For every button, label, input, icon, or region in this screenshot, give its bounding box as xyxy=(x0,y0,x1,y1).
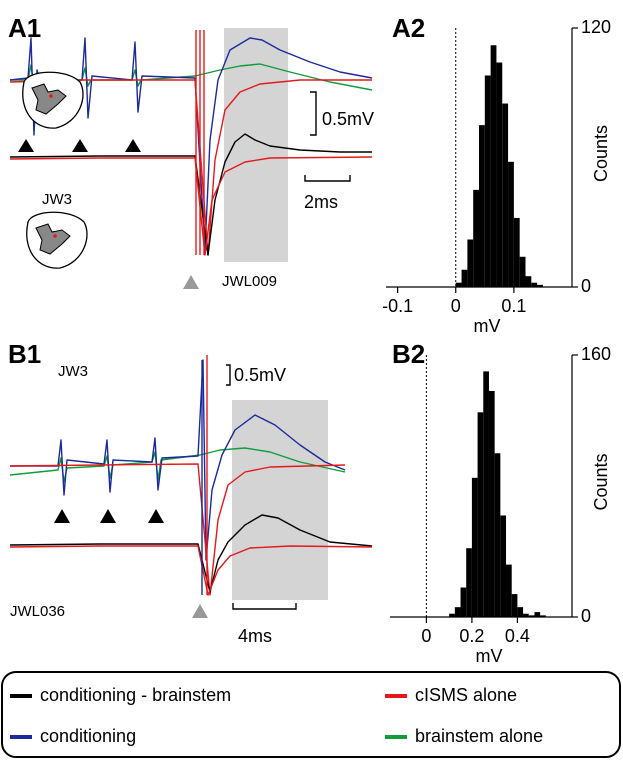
bar xyxy=(537,284,543,287)
bar xyxy=(466,548,472,617)
y-axis-label: Counts xyxy=(591,453,611,510)
bar xyxy=(484,75,491,287)
stim-markers xyxy=(18,139,141,152)
bar xyxy=(477,412,484,617)
scale-label: 0.5mV xyxy=(322,109,374,129)
bar xyxy=(455,282,462,287)
y-tick-label: 160 xyxy=(581,344,611,364)
bar xyxy=(534,612,541,617)
bar xyxy=(528,615,535,617)
traces-b1 xyxy=(9,355,373,596)
y-axis-label: Counts xyxy=(591,125,611,182)
cord-icon xyxy=(22,71,84,129)
bar xyxy=(494,453,501,617)
bar xyxy=(483,371,489,617)
bar xyxy=(496,62,503,288)
bar xyxy=(511,594,518,617)
bar xyxy=(461,269,468,287)
bar xyxy=(506,564,512,617)
scale-bar xyxy=(310,91,317,136)
x-tick-label: 0.2 xyxy=(459,626,484,646)
bar xyxy=(473,189,479,287)
trace xyxy=(9,514,373,593)
x-tick-label: 0 xyxy=(451,296,461,316)
x-tick-label: 0 xyxy=(421,626,431,646)
bar xyxy=(449,613,455,617)
analysis-window xyxy=(232,400,328,600)
bar xyxy=(479,125,485,287)
y-tick-label: 0 xyxy=(581,606,591,626)
trace xyxy=(9,156,373,256)
x-tick-label: -0.1 xyxy=(382,296,413,316)
bar xyxy=(488,391,495,617)
x-axis-label: mV xyxy=(474,316,501,336)
x-axis-label: mV xyxy=(476,646,503,666)
legend-label: conditioning xyxy=(40,726,136,746)
trace xyxy=(9,37,373,251)
bar xyxy=(519,256,526,287)
scale-bar xyxy=(304,175,351,182)
bar xyxy=(454,607,461,617)
bar xyxy=(513,217,520,287)
bar xyxy=(540,615,546,617)
y-tick-label: 120 xyxy=(581,17,611,37)
subject-label: JW3 xyxy=(58,363,88,380)
trace xyxy=(9,545,373,596)
stim-marker xyxy=(183,275,199,289)
file-label: JWL036 xyxy=(10,603,65,620)
bar xyxy=(500,515,507,617)
legend-box xyxy=(1,671,621,758)
scale-label: 0.5mV xyxy=(234,365,286,385)
x-tick-label: 0.4 xyxy=(505,626,530,646)
scale-bar xyxy=(232,603,297,610)
legend-label: brainstem alone xyxy=(415,726,543,746)
scale-bar xyxy=(226,364,231,386)
panel-label: B1 xyxy=(8,339,41,369)
trace xyxy=(9,463,346,596)
bar xyxy=(490,45,497,288)
x-tick-label: 0.1 xyxy=(501,296,526,316)
bar xyxy=(502,103,509,288)
bar xyxy=(523,613,529,617)
bar xyxy=(471,477,478,617)
bar xyxy=(508,161,514,287)
bar xyxy=(531,282,538,287)
bar xyxy=(517,607,524,617)
scale-label: 4ms xyxy=(238,626,272,646)
subject-label: JW3 xyxy=(42,191,72,208)
legend-label: conditioning - brainstem xyxy=(40,685,231,705)
cord-icon xyxy=(26,211,88,269)
y-tick-label: 0 xyxy=(581,276,591,296)
panel-label: A2 xyxy=(392,13,425,43)
trace xyxy=(9,79,372,256)
scale-label: 2ms xyxy=(304,192,338,212)
bar xyxy=(467,239,474,287)
stim-marker xyxy=(192,604,208,618)
legend-label: cISMS alone xyxy=(415,685,517,705)
legend: conditioning - brainstem conditioning cISM… xyxy=(10,685,543,746)
trace xyxy=(9,133,372,256)
file-label: JWL009 xyxy=(222,273,277,290)
panel-label: B2 xyxy=(392,339,425,369)
bar xyxy=(460,587,467,617)
bar xyxy=(525,276,532,287)
stim-artifact xyxy=(195,30,205,255)
stim-markers xyxy=(54,509,164,523)
panel-label: A1 xyxy=(8,13,41,43)
